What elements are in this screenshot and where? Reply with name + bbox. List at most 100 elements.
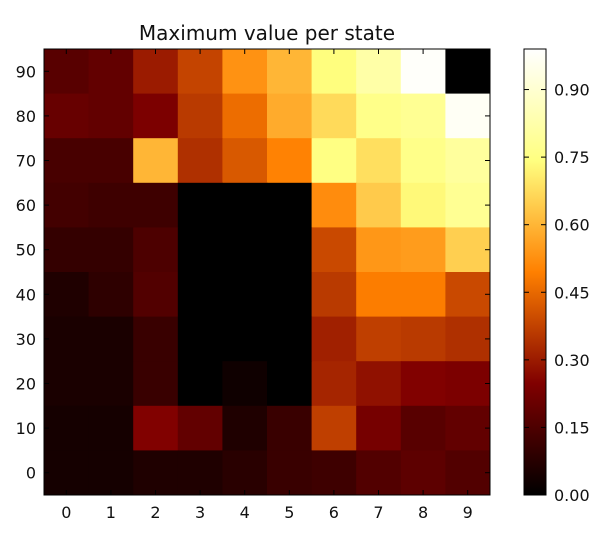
heatmap-cell: [44, 450, 90, 496]
heatmap-cell: [356, 93, 402, 139]
heatmap-cell: [267, 316, 313, 362]
heatmap-cell: [222, 227, 268, 273]
heatmap-cell: [133, 316, 179, 362]
y-axis: 0 10 20 30 40 50 60 70 80 90: [16, 62, 490, 483]
colorbar-tick-label: 0.60: [554, 216, 590, 235]
heatmap-cell: [400, 361, 446, 407]
chart-title: Maximum value per state: [139, 21, 395, 45]
heatmap-cell: [267, 227, 313, 273]
heatmap-cell: [356, 405, 402, 451]
heatmap-cell: [44, 49, 90, 95]
heatmap-cell: [356, 227, 402, 273]
heatmap-cell: [400, 227, 446, 273]
heatmap-cell: [44, 405, 90, 451]
heatmap-cell: [356, 272, 402, 318]
heatmap-cell: [356, 450, 402, 496]
x-tick-label: 2: [150, 503, 160, 522]
heatmap-cell: [445, 405, 491, 451]
heatmap-cell: [177, 93, 223, 139]
x-tick-label: 3: [195, 503, 205, 522]
heatmap-cell: [445, 182, 491, 228]
x-tick-label: 6: [329, 503, 339, 522]
y-tick-label: 70: [16, 152, 36, 171]
heatmap-cell: [311, 138, 357, 184]
x-tick-label: 0: [61, 503, 71, 522]
y-tick-label: 40: [16, 285, 36, 304]
heatmap-cell: [267, 450, 313, 496]
heatmap-cell: [44, 316, 90, 362]
heatmap-cell: [400, 49, 446, 95]
heatmap-cell: [400, 272, 446, 318]
colorbar-tick-label: 0.00: [554, 486, 590, 505]
heatmap-cell: [267, 405, 313, 451]
heatmap-cell: [133, 182, 179, 228]
heatmap-cell: [133, 361, 179, 407]
heatmap-cell: [445, 361, 491, 407]
heatmap-cell: [44, 138, 90, 184]
heatmap-cell: [222, 272, 268, 318]
plot-frame: [43, 48, 491, 496]
x-tick-label: 5: [284, 503, 294, 522]
heatmap-cell: [222, 93, 268, 139]
x-tick-label: 4: [240, 503, 250, 522]
heatmap-cell: [400, 316, 446, 362]
heatmap-cell: [311, 361, 357, 407]
heatmap-cell: [267, 138, 313, 184]
heatmap-cell: [400, 450, 446, 496]
heatmap-cell: [311, 450, 357, 496]
heatmap-cell: [88, 361, 134, 407]
x-tick-label: 9: [463, 503, 473, 522]
heatmap-cell: [400, 138, 446, 184]
heatmap-cell: [88, 450, 134, 496]
colorbar-tick-label: 0.45: [554, 283, 590, 302]
heatmap-cell: [133, 138, 179, 184]
heatmap-cell: [311, 272, 357, 318]
y-tick-label: 90: [16, 62, 36, 81]
heatmap-cell: [400, 182, 446, 228]
heatmap-cell: [133, 272, 179, 318]
heatmap-cell: [445, 450, 491, 496]
heatmap-cell: [445, 93, 491, 139]
heatmap-cell: [88, 227, 134, 273]
heatmap-cell: [311, 93, 357, 139]
heatmap-cell: [133, 450, 179, 496]
heatmap-cell: [267, 49, 313, 95]
heatmap-cell: [311, 182, 357, 228]
heatmap-cell: [88, 316, 134, 362]
heatmap-cell: [177, 138, 223, 184]
heatmap-cell: [44, 272, 90, 318]
heatmap-cell: [356, 361, 402, 407]
heatmap-cell: [356, 182, 402, 228]
heatmap-cell: [88, 49, 134, 95]
colorbar-tick-label: 0.75: [554, 148, 590, 167]
heatmap-cell: [44, 361, 90, 407]
colorbar-tick-label: 0.30: [554, 351, 590, 370]
heatmap-cell: [88, 405, 134, 451]
heatmap-cell: [222, 316, 268, 362]
heatmap-cell: [311, 49, 357, 95]
y-tick-label: 10: [16, 419, 36, 438]
heatmap-cell: [267, 361, 313, 407]
heatmap-cell: [400, 93, 446, 139]
heatmap-cell: [356, 49, 402, 95]
heatmap-cell: [44, 227, 90, 273]
heatmap-cell: [222, 450, 268, 496]
heatmap-cell: [88, 272, 134, 318]
heatmap-cell: [133, 93, 179, 139]
heatmap-cell: [356, 138, 402, 184]
heatmap-cell: [44, 182, 90, 228]
heatmap-cell: [177, 405, 223, 451]
y-tick-label: 60: [16, 196, 36, 215]
heatmap-cell: [88, 93, 134, 139]
heatmap-cell: [445, 138, 491, 184]
heatmap-cell: [44, 93, 90, 139]
colorbar-axis: 0.00 0.15 0.30 0.45 0.60 0.75 0.90: [524, 81, 590, 505]
x-tick-label: 8: [418, 503, 428, 522]
heatmap-cells: [44, 49, 491, 496]
y-tick-label: 20: [16, 375, 36, 394]
heatmap-cell: [177, 450, 223, 496]
heatmap-cell: [222, 361, 268, 407]
heatmap-cell: [222, 182, 268, 228]
heatmap-cell: [177, 49, 223, 95]
